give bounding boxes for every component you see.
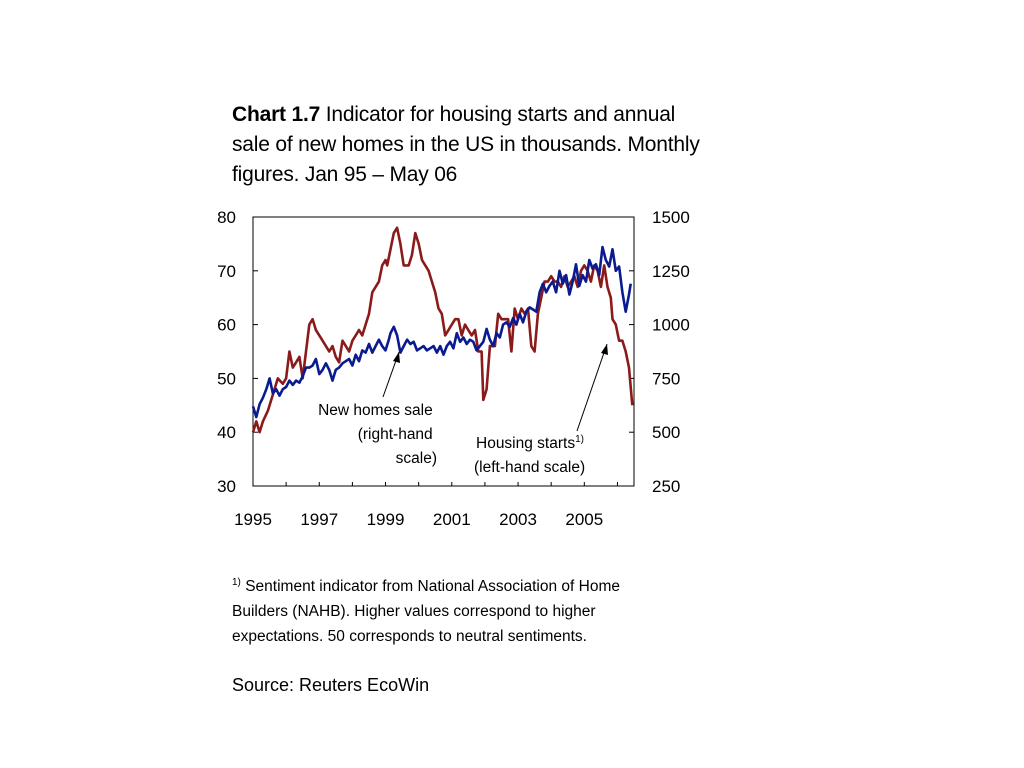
new-homes-label-line-3: scale)	[396, 450, 437, 467]
left-tick-label: 60	[217, 316, 236, 335]
plot-area-frame	[252, 216, 635, 487]
right-tick-label: 500	[652, 423, 680, 442]
right-axis-tick-labels: 250 500 750 1000 1250 1500	[652, 208, 690, 496]
footnote-marker: 1)	[232, 577, 241, 588]
right-tick-label: 1500	[652, 208, 690, 227]
right-tick-label: 1000	[652, 316, 690, 335]
new-homes-sale-line	[251, 245, 632, 419]
left-tick-label: 30	[217, 477, 236, 496]
footnote-text: Sentiment indicator from National Associ…	[232, 578, 620, 646]
right-tick-label: 1250	[652, 262, 690, 281]
new-homes-label-line-2: (right-hand	[358, 426, 433, 443]
chart-title: Chart 1.7 Indicator for housing starts a…	[232, 100, 702, 190]
left-tick-label: 80	[217, 208, 236, 227]
x-tick-label: 1997	[300, 510, 338, 529]
x-tick-label: 1995	[234, 510, 272, 529]
left-tick-label: 70	[217, 262, 236, 281]
x-tick-label: 2001	[433, 510, 471, 529]
source-note: Source: Reuters EcoWin	[232, 675, 430, 695]
new-homes-arrow-head	[393, 352, 400, 363]
left-tick-label: 40	[217, 423, 236, 442]
housing-starts-line	[251, 226, 634, 434]
x-tick-label: 2003	[499, 510, 537, 529]
x-axis-tick-labels: 1995 1997 1999 2001 2003 2005	[234, 510, 603, 529]
housing-starts-label-line-2: (left-hand scale)	[474, 459, 585, 476]
series-lines	[251, 226, 634, 434]
tick-marks	[252, 216, 634, 487]
new-homes-label-line-1: New homes sale	[318, 402, 433, 419]
housing-starts-arrow-head	[601, 344, 608, 355]
housing-starts-label: Housing starts1) (left-hand scale)	[474, 429, 588, 476]
chart-title-text: Indicator for housing starts and annual …	[232, 103, 700, 186]
left-axis-tick-labels: 30 40 50 60 70 80	[217, 208, 236, 496]
right-tick-label: 250	[652, 477, 680, 496]
housing-starts-annotation-arrow	[576, 343, 608, 432]
housing-starts-label-line-1: Housing starts	[476, 435, 575, 452]
x-tick-label: 2005	[565, 510, 603, 529]
footnote: 1) Sentiment indicator from National Ass…	[232, 570, 662, 649]
housing-starts-label-marker: 1)	[575, 434, 584, 445]
right-tick-label: 750	[652, 369, 680, 388]
new-homes-label: New homes sale (right-hand scale)	[318, 402, 437, 467]
x-tick-label: 1999	[367, 510, 405, 529]
left-tick-label: 50	[217, 369, 236, 388]
chart-number: Chart 1.7	[232, 103, 321, 126]
